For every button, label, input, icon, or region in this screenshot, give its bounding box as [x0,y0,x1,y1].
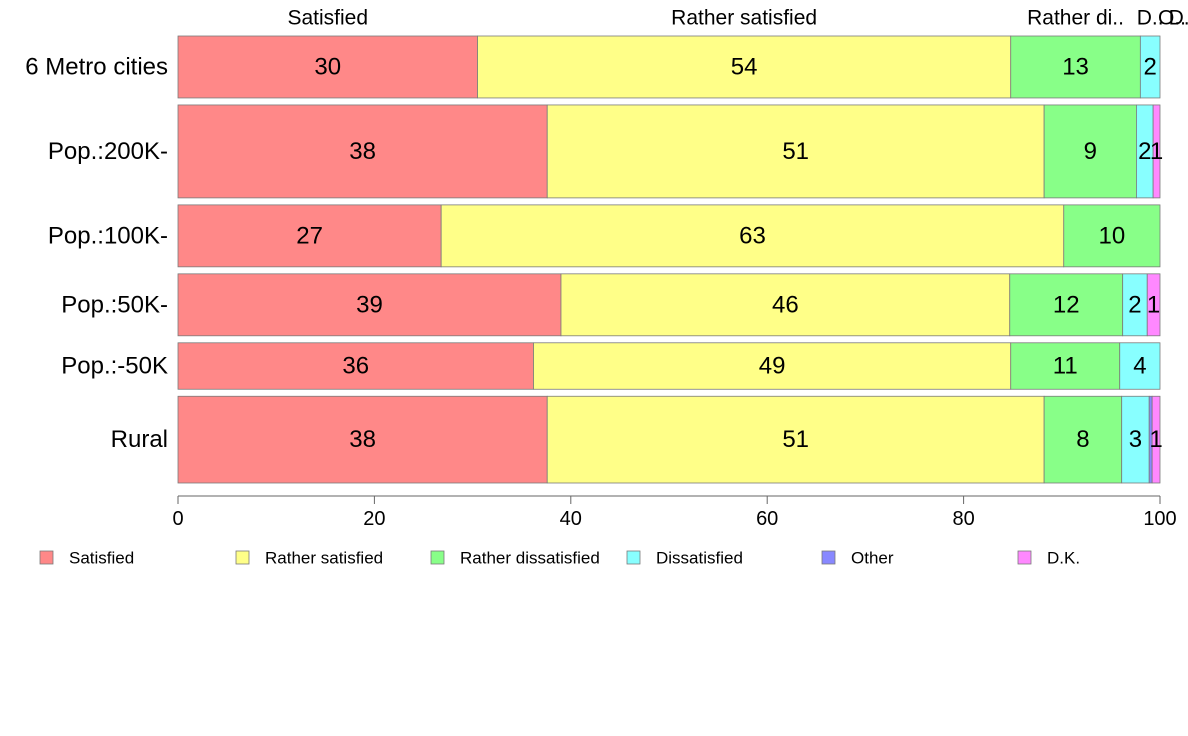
data-label: 27 [296,222,323,249]
category-label: 6 Metro cities [25,53,168,80]
bar-segment [546,104,1045,199]
category-label: Pop.:50K- [61,291,168,318]
bar-segment [1139,35,1161,99]
legend-swatch [626,550,641,565]
data-label: 39 [356,291,383,318]
legend-swatch [235,550,250,565]
bar-segment [1121,395,1150,484]
legend-swatch [39,550,54,565]
category-label: Pop.:-50K [61,353,168,380]
data-label: 12 [1053,291,1080,318]
bar-segment [1043,104,1137,199]
legend-swatch [821,550,836,565]
legend-label: Dissatisfied [656,549,743,568]
legend-label: D.K. [1047,549,1080,568]
data-label: 3 [1129,426,1142,453]
bar-segment [177,273,562,337]
category-label: Pop.:100K- [48,222,168,249]
category-label: Rural [111,426,168,453]
data-label: 38 [349,138,376,165]
data-label: 2 [1144,53,1157,80]
data-label: 36 [342,353,369,380]
data-label: 1 [1150,138,1163,165]
bar-segment [1010,35,1141,99]
bar-segment [1009,273,1124,337]
legend-swatch [430,550,445,565]
data-label: 4 [1133,353,1146,380]
bar-segment [440,204,1065,268]
bar-segment [1151,395,1161,484]
data-label: 30 [314,53,341,80]
bar-segment [546,395,1045,484]
data-label: 51 [782,426,809,453]
bar-segment [1010,342,1121,390]
data-label: 2 [1138,138,1151,165]
data-label: 46 [772,291,799,318]
legend: Satisfied Rather satisfied Rather dissatis… [39,549,1080,568]
bar-segment [1043,395,1123,484]
legend-swatch [1017,550,1032,565]
x-tick-label: 80 [952,508,974,530]
bar-segment [533,342,1012,390]
top-label: Rather di.. [1027,7,1124,30]
bar-segment [1146,273,1161,337]
top-label: Satisfied [287,7,368,30]
data-label: 2 [1128,291,1141,318]
x-tick-label: 0 [172,508,183,530]
top-label: Rather satisfied [671,7,817,30]
top-labels: Satisfied Rather satisfied Rather di.. D..O… [287,7,1188,30]
top-label: D.. [1169,7,1188,30]
bar-segment [1119,342,1161,390]
legend-label: Rather dissatisfied [460,549,600,568]
x-tick-label: 100 [1143,508,1176,530]
data-label: 38 [349,426,376,453]
data-label: 13 [1062,53,1089,80]
bar-segment [177,204,442,268]
bar-segment [177,395,548,484]
legend-label: Other [851,549,894,568]
data-label: 49 [759,353,786,380]
bar-segment [1152,104,1161,199]
data-label: 10 [1099,222,1126,249]
bar-segment [1063,204,1161,268]
data-label: 1 [1147,291,1160,318]
category-labels: 6 Metro cities Pop.:200K- Pop.:100K- Pop.:5… [25,53,168,453]
x-tick-label: 60 [756,508,778,530]
x-tick-label: 20 [363,508,385,530]
data-label: 63 [739,222,766,249]
category-label: Pop.:200K- [48,138,168,165]
data-label: 9 [1084,138,1097,165]
data-label: 11 [1053,353,1078,380]
data-label: 54 [731,53,758,80]
x-tick-label: 40 [560,508,582,530]
x-axis: 0 20 40 60 80 100 [172,495,1177,530]
legend-label: Satisfied [69,549,134,568]
data-label: 1 [1149,426,1162,453]
top-label: D.. [1137,7,1164,30]
bar-segment [177,342,534,390]
data-label: 51 [782,138,809,165]
bar-segment [177,35,478,99]
legend-label: Rather satisfied [265,549,383,568]
data-label: 8 [1076,426,1089,453]
top-label: O.. [1158,7,1186,30]
bar-segment [560,273,1011,337]
